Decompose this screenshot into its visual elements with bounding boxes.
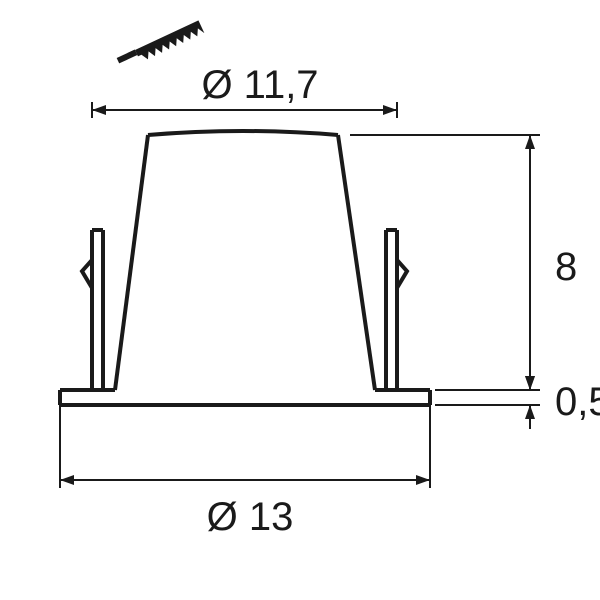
svg-text:8: 8 bbox=[555, 245, 577, 289]
svg-text:Ø 13: Ø 13 bbox=[207, 495, 294, 539]
svg-text:Ø 11,7: Ø 11,7 bbox=[201, 63, 318, 107]
svg-text:0,5: 0,5 bbox=[555, 380, 600, 424]
